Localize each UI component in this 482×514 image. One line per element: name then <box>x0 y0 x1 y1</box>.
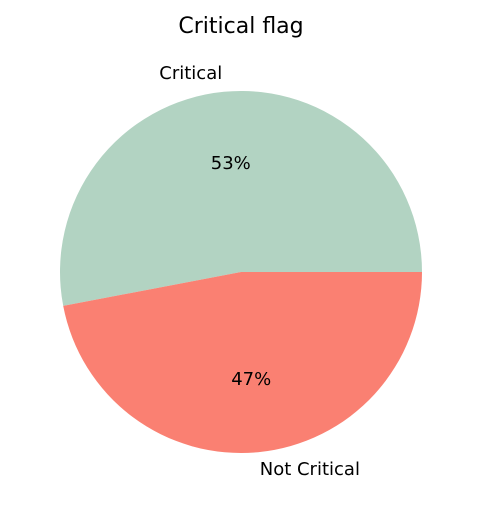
slice-percent-critical: 53% <box>211 153 251 174</box>
pie-slices <box>59 90 423 453</box>
pie-slice-not-critical <box>63 272 423 453</box>
chart-title: Critical flag <box>178 14 303 39</box>
pie-labels: Critical 53% Not Critical 47% <box>159 63 360 480</box>
slice-percent-not-critical: 47% <box>231 369 271 390</box>
slice-label-not-critical: Not Critical <box>260 459 360 480</box>
slice-label-critical: Critical <box>159 63 222 84</box>
pie-slice-critical <box>59 90 422 306</box>
